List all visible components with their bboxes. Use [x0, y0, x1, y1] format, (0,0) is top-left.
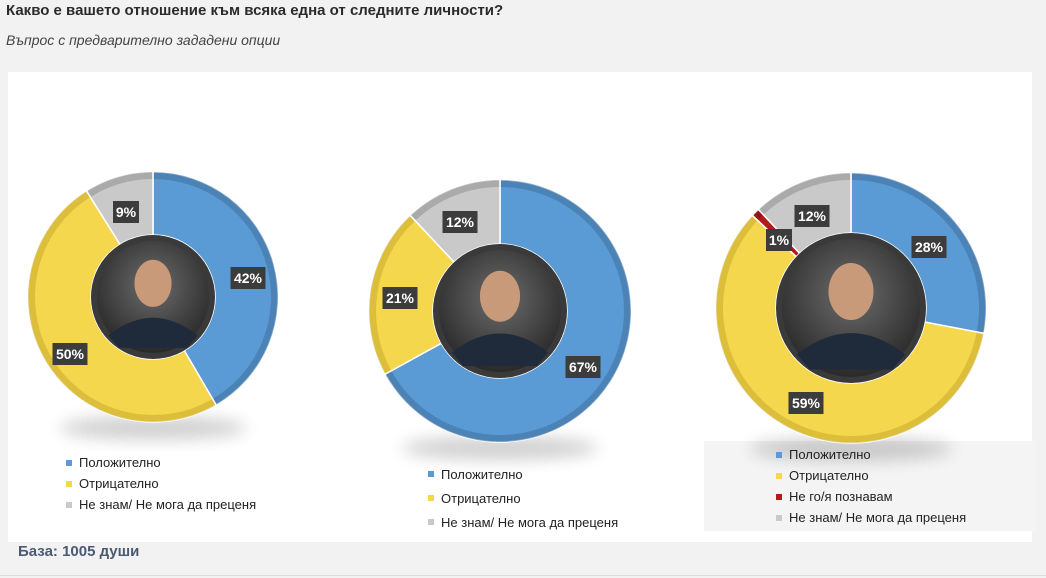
portrait-shoulders: [451, 333, 549, 366]
donut-shadow: [59, 416, 247, 440]
donut-2-slice-3-rim: [410, 180, 500, 221]
portrait-shoulders: [797, 333, 905, 370]
donut-3-slice-4-rim: [759, 173, 851, 215]
donut-2-data-label-3: 12%: [446, 214, 475, 230]
legend-swatch: [66, 501, 72, 508]
donut-2-data-label-1: 67%: [569, 359, 598, 375]
donut-2-label-bg-2: [382, 287, 418, 309]
donut-1-label-bg-1: [230, 267, 266, 289]
donut-2-slice-2-rim: [369, 216, 415, 374]
legend-item: Положително: [66, 452, 256, 473]
legend-label: Не го/я познавам: [789, 489, 893, 504]
donut-3-data-label-4: 12%: [798, 208, 827, 224]
bottom-divider: [0, 575, 1046, 576]
donut-3-label-bg-4: [794, 205, 830, 227]
legend-swatch: [66, 480, 72, 487]
legend-label: Отрицателно: [789, 468, 869, 483]
legend-item: Не знам/ Не мога да преценя: [776, 507, 966, 528]
legend-label: Отрицателно: [79, 476, 159, 491]
legend-item: Не знам/ Не мога да преценя: [428, 510, 618, 534]
legend-swatch: [776, 472, 782, 479]
page-title: Какво е вашето отношение към всяка една …: [6, 2, 504, 19]
donut-1-data-label-3: 9%: [116, 204, 137, 220]
legend-item: Отрицателно: [776, 465, 966, 486]
portrait-shoulders: [108, 317, 198, 348]
donut-3-label-bg-1: [911, 236, 947, 258]
donut-3-data-label-2: 59%: [792, 395, 821, 411]
legend-item: Не знам/ Не мога да преценя: [66, 494, 256, 515]
donut-chart-2: 67% 21% 12%: [368, 179, 632, 460]
donut-3-slice-2-rim: [716, 216, 984, 444]
donut-chart-3: 28% 59% 1% 12%: [715, 172, 987, 461]
legend-item: Отрицателно: [428, 486, 618, 510]
donut-1-data-label-2: 50%: [56, 346, 85, 362]
page-subtitle: Въпрос с предварително зададени опции: [6, 32, 281, 48]
donut-3-data-label-1: 28%: [915, 239, 944, 255]
donut-2-data-label-2: 21%: [386, 290, 415, 306]
donut-3-label-bg-3: [766, 229, 792, 251]
chart-2-legend: Положително Отрицателно Не знам/ Не мога д…: [428, 462, 618, 534]
chart-3-legend: Положително Отрицателно Не го/я познавам Не…: [776, 444, 966, 528]
legend-swatch: [428, 471, 434, 477]
donut-shadow: [749, 437, 953, 461]
legend-item: Положително: [776, 444, 966, 465]
portrait-head: [134, 259, 172, 307]
donut-shadow: [401, 436, 599, 460]
legend-swatch: [776, 493, 782, 500]
legend-label: Положително: [441, 466, 523, 482]
donut-1-data-label-1: 42%: [234, 270, 263, 286]
chart-1-legend: Положително Отрицателно Не знам/ Не мога д…: [66, 452, 256, 515]
legend-swatch: [66, 459, 72, 466]
sample-base: База: 1005 души: [18, 543, 140, 560]
donut-3-data-label-3: 1%: [769, 232, 790, 248]
legend-swatch: [428, 495, 434, 501]
legend-label: Не знам/ Не мога да преценя: [441, 514, 619, 530]
legend-label: Положително: [79, 455, 161, 470]
legend-item: Положително: [428, 462, 618, 486]
legend-label: Отрицателно: [441, 490, 521, 506]
donut-3-label-bg-2: [788, 392, 824, 414]
donut-2-label-bg-3: [442, 211, 478, 233]
donut-chart-1: 42% 50% 9%: [27, 171, 279, 440]
legend-swatch: [428, 519, 434, 525]
legend-swatch: [776, 514, 782, 521]
legend-label: Не знам/ Не мога да преценя: [789, 510, 967, 525]
legend-item: Не го/я познавам: [776, 486, 966, 507]
donut-1-label-bg-2: [52, 343, 88, 365]
donut-3-slice-3-rim: [753, 210, 763, 220]
portrait-head: [479, 270, 521, 322]
legend-label: Не знам/ Не мога да преценя: [79, 497, 257, 512]
legend-label: Положително: [789, 447, 871, 462]
donut-1-label-bg-3: [113, 201, 139, 223]
donut-2-label-bg-1: [565, 356, 601, 378]
legend-swatch: [776, 451, 782, 458]
donut-1-slice-3-rim: [87, 172, 153, 197]
legend-item: Отрицателно: [66, 473, 256, 494]
portrait-head: [828, 263, 874, 320]
